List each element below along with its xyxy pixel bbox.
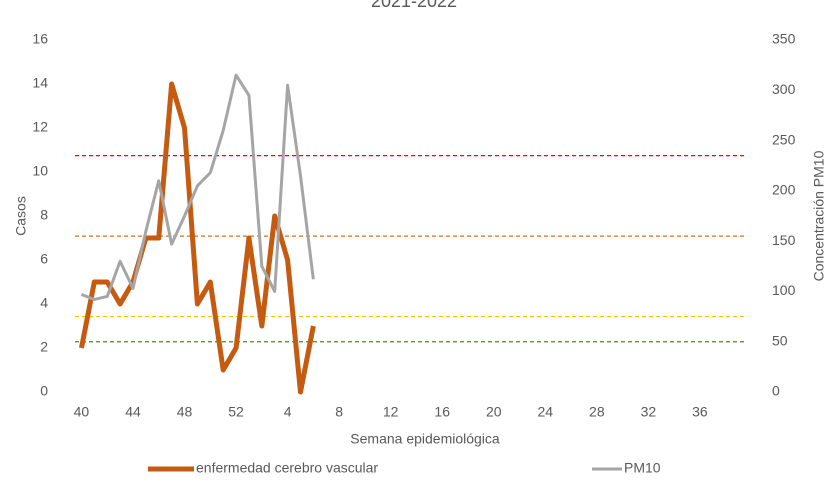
y-tick-label: 6	[40, 251, 48, 267]
x-tick-label: 4	[284, 404, 292, 420]
y-tick-label: 10	[32, 163, 48, 179]
y-tick-label: 12	[32, 119, 48, 135]
legend-label: enfermedad cerebro vascular	[196, 460, 378, 476]
y2-tick-label: 0	[772, 383, 780, 399]
y2-tick-label: 300	[772, 81, 796, 97]
y2-tick-label: 200	[772, 182, 796, 198]
y2-tick-label: 250	[772, 131, 796, 147]
y2-tick-label: 100	[772, 282, 796, 298]
y-tick-label: 8	[40, 207, 48, 223]
y-axis-label: Casos	[13, 196, 29, 236]
y2-tick-label: 350	[772, 31, 796, 47]
series-line	[80, 73, 315, 301]
x-tick-label: 12	[383, 404, 399, 420]
x-tick-label: 20	[486, 404, 502, 420]
x-tick-label: 40	[74, 404, 90, 420]
series-line	[78, 81, 316, 395]
x-tick-label: 8	[335, 404, 343, 420]
x-tick-label: 28	[589, 404, 605, 420]
y2-axis-label: Concentración PM10	[811, 150, 827, 281]
x-tick-label: 32	[641, 404, 657, 420]
x-tick-label: 52	[228, 404, 244, 420]
y2-tick-label: 50	[772, 332, 788, 348]
x-tick-label: 24	[537, 404, 553, 420]
x-tick-label: 48	[177, 404, 193, 420]
y-tick-label: 0	[40, 383, 48, 399]
y-tick-label: 16	[32, 31, 48, 47]
y-tick-label: 14	[32, 75, 48, 91]
legend-label: PM10	[624, 460, 661, 476]
chart-title: 2021-2022	[371, 0, 457, 11]
x-tick-label: 36	[692, 404, 708, 420]
x-tick-label: 44	[125, 404, 141, 420]
y-tick-label: 2	[40, 339, 48, 355]
y2-tick-label: 150	[772, 232, 796, 248]
x-axis-label: Semana epidemiológica	[350, 431, 500, 447]
y-tick-label: 4	[40, 295, 48, 311]
x-tick-label: 16	[434, 404, 450, 420]
